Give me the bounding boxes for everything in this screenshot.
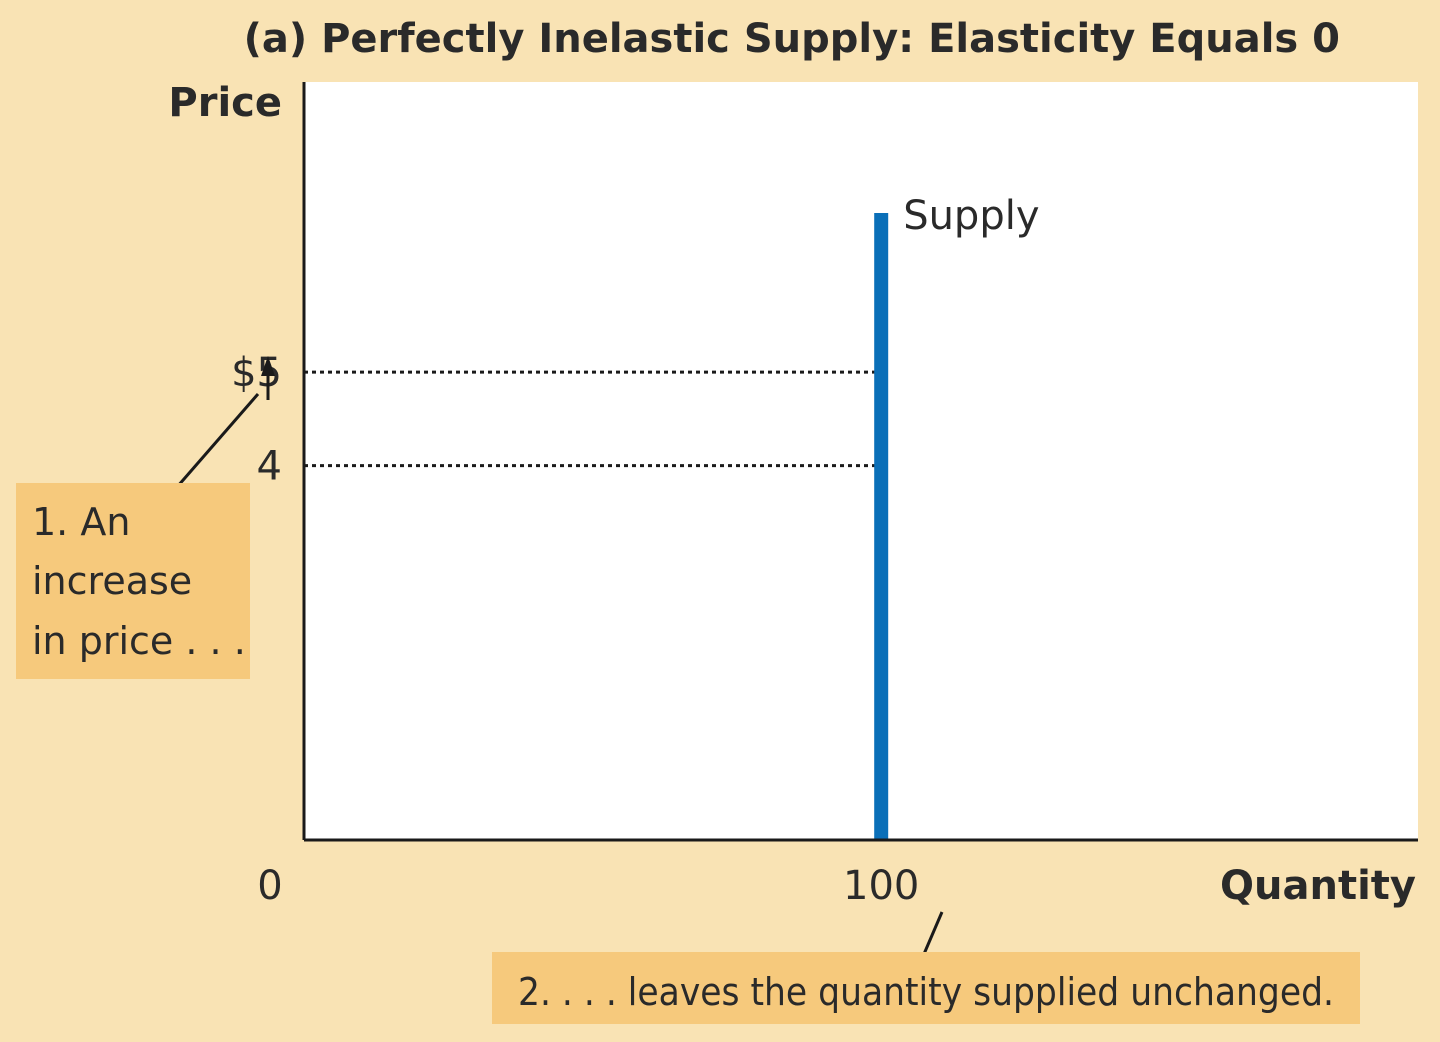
annotation-1-line-2: increase (32, 559, 192, 603)
annotation-2-box (492, 952, 1360, 1024)
y-tick-labels: 4 $5 (231, 350, 282, 490)
reference-lines (304, 370, 882, 468)
y-tick-label: 4 (257, 444, 282, 490)
annotation-1-line-3: in price . . . (32, 619, 246, 663)
supply-label: Supply (903, 193, 1039, 239)
annotation-2-leader (922, 911, 944, 955)
price-increase-arrow (261, 356, 275, 400)
x-tick-label: 0 (257, 863, 282, 909)
annotation-1-line-1: 1. An (32, 500, 130, 544)
x-tick-label: 100 (843, 863, 919, 909)
chart-title: (a) Perfectly Inelastic Supply: Elastici… (244, 16, 1340, 62)
y-tick-label: $5 (231, 350, 282, 396)
annotation-price-increase: 1. An increase in price . . . (16, 393, 260, 679)
annotation-2-line-1: 2. . . . leaves the quantity supplied un… (518, 970, 1334, 1014)
plot-area (304, 82, 1418, 840)
x-axis-label: Quantity (1220, 863, 1416, 909)
y-axis-label: Price (168, 80, 282, 126)
annotation-1-box (16, 483, 250, 679)
annotation-quantity-unchanged: 2. . . . leaves the quantity supplied un… (492, 911, 1360, 1024)
x-tick-labels: 0 100 (257, 863, 919, 909)
